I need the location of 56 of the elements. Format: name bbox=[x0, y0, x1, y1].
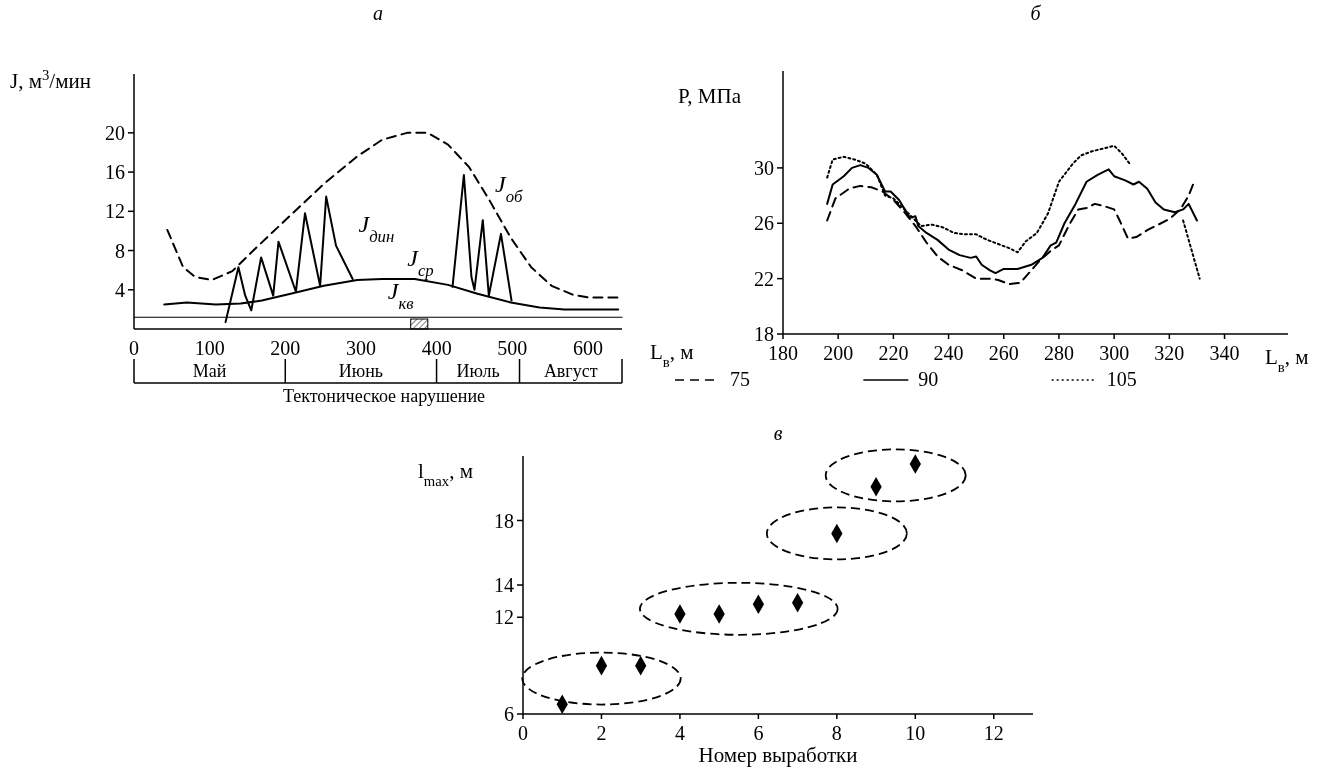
legend-label: 90 bbox=[918, 368, 939, 390]
y-tick-label: 12 bbox=[105, 200, 125, 223]
chart-title: б bbox=[1030, 2, 1042, 24]
y-axis-title: P, МПа bbox=[678, 84, 742, 108]
x-tick-label: 2 bbox=[596, 722, 607, 744]
series-label: J$_{дин}$ bbox=[358, 211, 395, 246]
x-tick-label: 12 bbox=[983, 722, 1004, 744]
legend-label: 75 bbox=[730, 368, 750, 390]
x-tick-label: 100 bbox=[194, 337, 225, 359]
text: Июнь bbox=[338, 361, 384, 381]
y-tick-label: 20 bbox=[105, 121, 125, 144]
x-tick-label: 0 bbox=[518, 722, 528, 744]
y-axis-title: l$_{max}$, м bbox=[418, 459, 473, 489]
series-label: J$_{кв}$ bbox=[387, 277, 414, 313]
x-axis-title: Номер выработки bbox=[698, 743, 858, 767]
y-tick-label: 22 bbox=[754, 267, 774, 290]
x-tick-label: 200 bbox=[823, 342, 854, 364]
x-tick-label: 300 bbox=[345, 337, 376, 359]
series-label: J$_{об}$ bbox=[495, 170, 523, 206]
y-tick-label: 6 bbox=[504, 703, 514, 725]
x-tick-label: 280 bbox=[1043, 342, 1074, 364]
y-tick-label: 18 bbox=[754, 323, 774, 345]
text: Май bbox=[192, 361, 227, 381]
x-tick-label: 320 bbox=[1154, 342, 1185, 364]
text: Август bbox=[543, 361, 598, 381]
x-tick-label: 4 bbox=[674, 722, 685, 744]
text: Июль bbox=[456, 361, 500, 381]
x-tick-label: 300 bbox=[1099, 342, 1130, 364]
x-tick-label: 200 bbox=[270, 337, 301, 359]
x-tick-label: 600 bbox=[572, 337, 603, 359]
legend-label: 105 bbox=[1106, 368, 1137, 390]
chart-title: а bbox=[373, 2, 383, 24]
y-tick-label: 30 bbox=[754, 156, 774, 179]
series-label: J$_{ср}$ bbox=[407, 244, 434, 280]
x-axis-title: L$_{в}$, м bbox=[650, 340, 694, 370]
y-tick-label: 8 bbox=[115, 239, 125, 262]
y-tick-label: 14 bbox=[494, 574, 514, 596]
x-tick-label: 340 bbox=[1209, 342, 1240, 364]
x-tick-label: 400 bbox=[421, 337, 452, 359]
x-tick-label: 260 bbox=[988, 342, 1019, 364]
y-axis-title: J, м$^{3}$/мин bbox=[10, 67, 91, 93]
y-tick-label: 16 bbox=[105, 161, 125, 184]
y-tick-label: 4 bbox=[115, 278, 125, 301]
x-tick-label: 240 bbox=[933, 342, 964, 364]
chart-title: в bbox=[773, 422, 783, 444]
x-tick-label: 8 bbox=[831, 722, 842, 744]
x-tick-label: 180 bbox=[768, 342, 798, 364]
x-tick-label: 0 bbox=[129, 337, 139, 359]
y-tick-label: 26 bbox=[754, 212, 774, 235]
y-tick-label: 12 bbox=[494, 606, 514, 629]
text: Тектоническое нарушение bbox=[282, 386, 486, 406]
x-tick-label: 10 bbox=[905, 722, 926, 744]
x-tick-label: 500 bbox=[497, 337, 528, 359]
y-tick-label: 18 bbox=[494, 509, 514, 532]
x-tick-label: 220 bbox=[878, 342, 909, 364]
x-axis-title: L$_{в}$, м bbox=[1265, 345, 1309, 375]
